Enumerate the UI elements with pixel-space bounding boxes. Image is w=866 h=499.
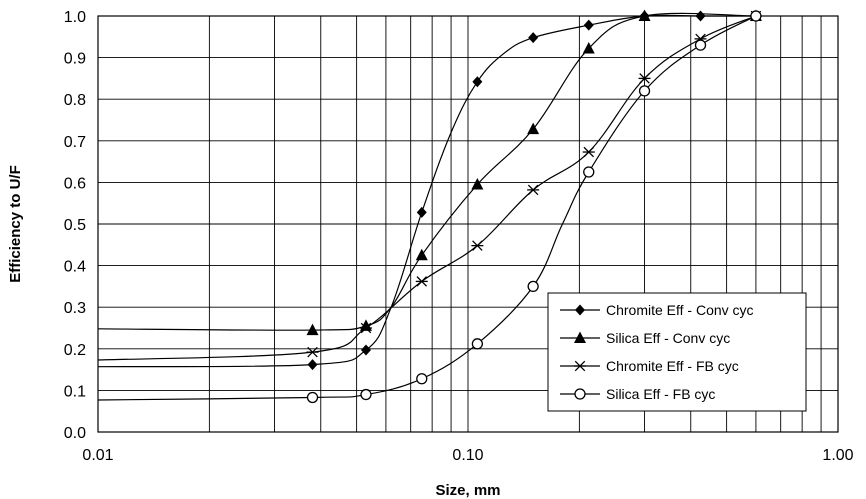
legend-label: Silica Eff - FB cyc — [606, 386, 715, 402]
data-point — [472, 76, 483, 88]
data-point — [360, 388, 372, 401]
data-point — [582, 41, 595, 54]
x-tick-label: 0.01 — [82, 447, 113, 464]
series-line — [97, 12, 756, 331]
legend-box — [547, 292, 807, 412]
legend-item: Silica Eff - Conv cyc — [560, 330, 730, 346]
data-point — [415, 248, 428, 261]
y-tick-label: 0.5 — [64, 217, 86, 234]
y-tick-label: 1.0 — [64, 9, 86, 26]
data-point — [527, 280, 539, 293]
y-tick-label: 0.9 — [64, 51, 86, 68]
legend-marker — [575, 304, 585, 316]
data-point — [527, 184, 540, 196]
y-axis-title: Efficiency to U/F — [7, 165, 24, 283]
y-tick-label: 0.8 — [64, 92, 86, 109]
x-axis-title: Size, mm — [435, 482, 500, 499]
legend-marker — [574, 360, 586, 372]
y-tick-label: 0.7 — [64, 134, 86, 151]
data-point — [638, 85, 651, 97]
legend-marker — [574, 331, 586, 343]
data-point — [638, 9, 651, 21]
data-point — [582, 146, 595, 158]
series-line — [97, 15, 757, 401]
x-tick-label: 0.10 — [452, 447, 483, 464]
data-point — [306, 323, 319, 336]
y-tick-label: 0.6 — [64, 175, 86, 192]
legend-marker — [574, 388, 586, 400]
y-tick-label: 0.3 — [64, 300, 86, 317]
data-point — [750, 10, 762, 22]
data-point — [416, 373, 428, 385]
data-point — [695, 10, 706, 22]
x-tick-label: 1.00 — [822, 447, 853, 464]
legend-label: Silica Eff - Conv cyc — [606, 330, 730, 346]
series-2 — [97, 9, 762, 336]
legend-label: Chromite Eff - FB cyc — [606, 358, 739, 374]
data-point — [307, 359, 318, 371]
data-point — [416, 206, 427, 218]
data-point — [527, 122, 540, 135]
data-point — [306, 391, 319, 404]
legend-item: Chromite Eff - FB cyc — [560, 358, 739, 374]
series-3 — [97, 10, 762, 361]
legend: Chromite Eff - Conv cyc Silica Eff - Conv… — [547, 292, 807, 412]
data-point — [583, 19, 594, 31]
data-point — [306, 346, 319, 358]
data-point — [359, 322, 372, 334]
data-point — [471, 338, 484, 350]
series-layer — [97, 9, 762, 404]
series-4 — [97, 10, 762, 404]
y-tick-label: 0.1 — [64, 383, 86, 400]
plot-area-frame — [97, 15, 839, 433]
y-tick-label: 0.2 — [64, 342, 86, 359]
data-point — [638, 73, 651, 84]
data-point — [694, 39, 707, 51]
data-point — [528, 32, 539, 44]
legend-item: Chromite Eff - Conv cyc — [560, 302, 754, 318]
y-tick-label: 0.0 — [64, 425, 86, 442]
data-point — [415, 276, 428, 287]
y-tick-label: 0.4 — [64, 259, 86, 276]
series-line — [97, 14, 756, 368]
tick-labels: 0.0 0.1 0.2 0.3 0.4 0.5 0.6 0.7 0.8 0.9 1.0 0.01 0.1… — [64, 9, 854, 464]
legend-item: Silica Eff - FB cyc — [560, 386, 715, 402]
data-point — [471, 240, 484, 251]
legend-label: Chromite Eff - Conv cyc — [606, 302, 754, 318]
data-point — [471, 177, 484, 190]
data-point — [360, 344, 371, 356]
data-point — [583, 166, 595, 178]
